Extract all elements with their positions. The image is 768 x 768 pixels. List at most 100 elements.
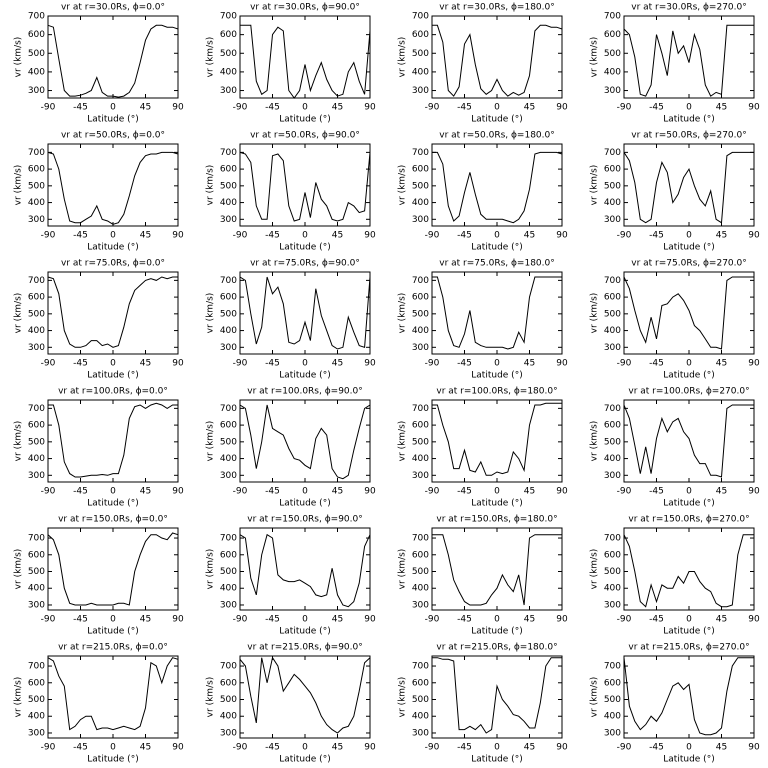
y-tick-label: 300 bbox=[604, 728, 621, 738]
y-tick-label: 300 bbox=[28, 600, 45, 610]
x-tick-label: 0 bbox=[302, 103, 308, 113]
x-tick-label: 90 bbox=[364, 359, 376, 369]
x-tick-label: -90 bbox=[41, 103, 56, 113]
x-tick-label: 45 bbox=[716, 487, 727, 497]
panel-title: vr at r=30.0Rs, ϕ=0.0° bbox=[61, 3, 165, 13]
y-tick-label: 500 bbox=[604, 567, 621, 577]
x-tick-label: -90 bbox=[41, 615, 56, 625]
x-axis-label: Latitude (°) bbox=[471, 755, 522, 765]
x-axis-label: Latitude (°) bbox=[87, 499, 138, 509]
y-tick-label: 600 bbox=[412, 293, 429, 303]
panel-title: vr at r=50.0Rs, ϕ=180.0° bbox=[439, 131, 554, 141]
y-tick-label: 500 bbox=[28, 567, 45, 577]
x-tick-label: -45 bbox=[265, 487, 280, 497]
x-tick-label: -90 bbox=[233, 359, 248, 369]
x-tick-label: 45 bbox=[140, 103, 151, 113]
y-axis-label: vr (km/s) bbox=[590, 37, 600, 78]
data-line bbox=[48, 402, 178, 478]
x-tick-label: -90 bbox=[233, 103, 248, 113]
x-tick-label: 0 bbox=[110, 615, 116, 625]
x-axis-label: Latitude (°) bbox=[471, 627, 522, 637]
x-axis-label: Latitude (°) bbox=[471, 499, 522, 509]
y-tick-label: 600 bbox=[220, 293, 237, 303]
y-tick-label: 700 bbox=[412, 404, 429, 414]
x-tick-label: 45 bbox=[140, 231, 151, 241]
x-axis-label: Latitude (°) bbox=[87, 243, 138, 253]
x-tick-label: 0 bbox=[302, 743, 308, 753]
x-tick-label: 45 bbox=[524, 615, 535, 625]
y-axis-label: vr (km/s) bbox=[206, 677, 216, 718]
x-tick-label: 0 bbox=[302, 359, 308, 369]
y-tick-label: 700 bbox=[28, 12, 45, 22]
y-tick-label: 600 bbox=[220, 550, 237, 560]
data-line bbox=[240, 24, 371, 99]
y-tick-label: 400 bbox=[604, 198, 621, 208]
y-tick-label: 600 bbox=[220, 30, 237, 40]
y-tick-label: 500 bbox=[604, 695, 621, 705]
x-tick-label: -45 bbox=[457, 487, 472, 497]
panel-title: vr at r=50.0Rs, ϕ=90.0° bbox=[250, 131, 360, 141]
x-tick-label: 45 bbox=[332, 359, 343, 369]
x-tick-label: -90 bbox=[425, 103, 440, 113]
y-axis-label: vr (km/s) bbox=[14, 677, 24, 718]
data-line bbox=[623, 534, 754, 608]
x-tick-label: -45 bbox=[457, 743, 472, 753]
plot-frame bbox=[239, 399, 371, 483]
y-tick-label: 300 bbox=[412, 728, 429, 738]
x-tick-label: 0 bbox=[494, 103, 500, 113]
y-axis-label: vr (km/s) bbox=[590, 549, 600, 590]
y-tick-label: 600 bbox=[604, 678, 621, 688]
data-line bbox=[47, 24, 179, 98]
x-tick-label: -90 bbox=[41, 487, 56, 497]
x-tick-label: 90 bbox=[556, 615, 568, 625]
x-tick-label: 45 bbox=[332, 743, 343, 753]
y-tick-label: 700 bbox=[220, 404, 237, 414]
y-tick-label: 500 bbox=[28, 181, 45, 191]
y-tick-label: 300 bbox=[412, 343, 429, 353]
data-line bbox=[623, 24, 754, 97]
x-tick-label: 45 bbox=[716, 743, 727, 753]
y-axis-label: vr (km/s) bbox=[590, 677, 600, 718]
y-tick-label: 600 bbox=[220, 678, 237, 688]
y-tick-label: 500 bbox=[220, 695, 237, 705]
x-axis-label: Latitude (°) bbox=[663, 115, 714, 125]
x-tick-label: 0 bbox=[302, 615, 308, 625]
x-axis-label: Latitude (°) bbox=[87, 755, 138, 765]
x-tick-label: 90 bbox=[364, 743, 376, 753]
x-tick-label: 90 bbox=[364, 487, 376, 497]
y-tick-label: 400 bbox=[412, 326, 429, 336]
y-tick-label: 700 bbox=[604, 12, 621, 22]
y-tick-label: 700 bbox=[604, 534, 621, 544]
data-line bbox=[432, 534, 562, 606]
y-tick-label: 300 bbox=[28, 728, 45, 738]
panel-title: vr at r=150.0Rs, ϕ=270.0° bbox=[628, 515, 749, 525]
x-tick-label: 90 bbox=[556, 103, 568, 113]
y-tick-label: 700 bbox=[220, 276, 237, 286]
x-tick-label: 45 bbox=[332, 487, 343, 497]
y-tick-label: 600 bbox=[412, 421, 429, 431]
y-tick-label: 500 bbox=[220, 309, 237, 319]
x-tick-label: -90 bbox=[233, 231, 248, 241]
y-axis-label: vr (km/s) bbox=[590, 165, 600, 206]
y-tick-label: 300 bbox=[220, 215, 237, 225]
x-tick-label: 90 bbox=[172, 231, 184, 241]
y-tick-label: 700 bbox=[28, 662, 45, 672]
y-axis-label: vr (km/s) bbox=[14, 549, 24, 590]
x-tick-label: -90 bbox=[617, 615, 632, 625]
x-tick-label: -45 bbox=[73, 487, 88, 497]
y-tick-label: 500 bbox=[220, 567, 237, 577]
y-axis-label: vr (km/s) bbox=[398, 293, 408, 334]
y-tick-label: 500 bbox=[412, 695, 429, 705]
data-line bbox=[432, 657, 562, 734]
plot-frame bbox=[623, 399, 755, 483]
x-tick-label: 0 bbox=[686, 743, 692, 753]
y-tick-label: 400 bbox=[220, 584, 237, 594]
y-tick-label: 500 bbox=[412, 181, 429, 191]
y-tick-label: 300 bbox=[412, 86, 429, 96]
panel-title: vr at r=215.0Rs, ϕ=0.0° bbox=[58, 643, 168, 653]
y-tick-label: 500 bbox=[412, 309, 429, 319]
plot-frame bbox=[47, 655, 179, 739]
y-tick-label: 600 bbox=[412, 550, 429, 560]
x-tick-label: -45 bbox=[265, 103, 280, 113]
plot-frame bbox=[623, 271, 755, 355]
